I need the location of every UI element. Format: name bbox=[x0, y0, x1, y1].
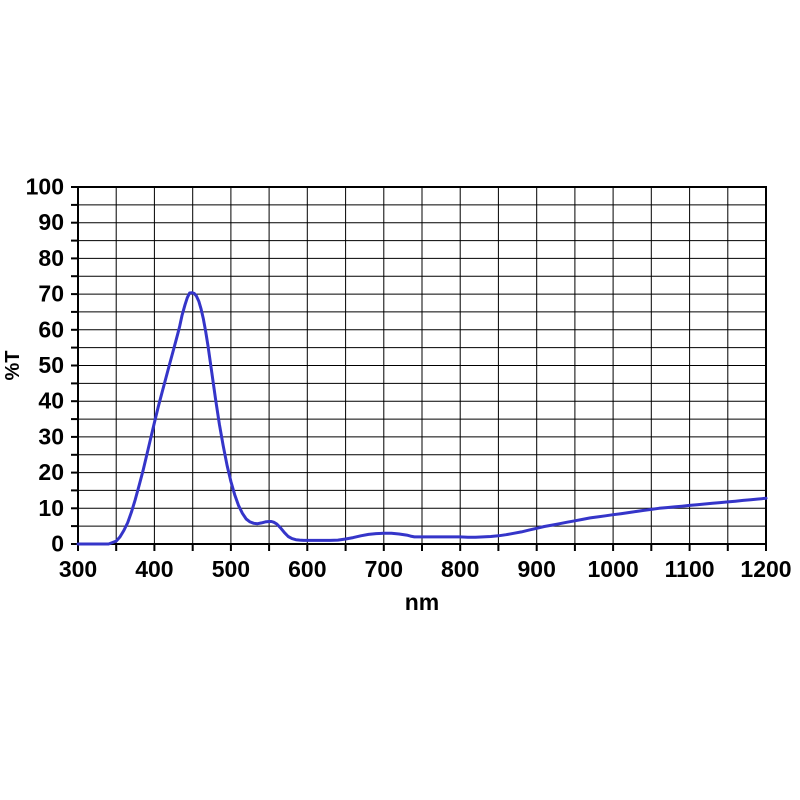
svg-text:600: 600 bbox=[288, 556, 326, 582]
svg-text:400: 400 bbox=[135, 556, 173, 582]
svg-text:0: 0 bbox=[51, 531, 64, 557]
svg-text:nm: nm bbox=[405, 589, 440, 615]
svg-text:700: 700 bbox=[365, 556, 403, 582]
svg-text:1200: 1200 bbox=[740, 556, 791, 582]
svg-text:%T: %T bbox=[2, 351, 24, 381]
svg-text:90: 90 bbox=[38, 209, 64, 235]
svg-text:40: 40 bbox=[38, 388, 64, 414]
svg-text:20: 20 bbox=[38, 459, 64, 485]
svg-text:1100: 1100 bbox=[665, 556, 715, 582]
svg-text:1000: 1000 bbox=[588, 556, 639, 582]
svg-text:800: 800 bbox=[441, 556, 479, 582]
svg-text:300: 300 bbox=[59, 556, 97, 582]
svg-text:900: 900 bbox=[518, 556, 556, 582]
svg-text:50: 50 bbox=[38, 352, 64, 378]
svg-text:80: 80 bbox=[38, 245, 64, 271]
svg-text:100: 100 bbox=[26, 174, 64, 200]
svg-text:30: 30 bbox=[38, 423, 64, 449]
svg-text:70: 70 bbox=[38, 281, 64, 307]
svg-text:60: 60 bbox=[38, 316, 64, 342]
svg-text:500: 500 bbox=[212, 556, 250, 582]
svg-text:10: 10 bbox=[38, 495, 64, 521]
